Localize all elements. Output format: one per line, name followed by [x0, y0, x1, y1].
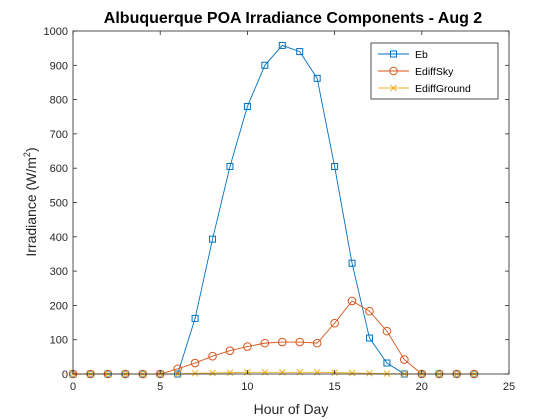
data-point-eb — [383, 359, 391, 367]
x-axis-ticks: 0 5 10 15 20 25 — [70, 31, 515, 393]
data-point-eb — [313, 74, 321, 82]
data-point-ediffsky — [330, 318, 339, 328]
data-point-ediffground-stroke-b — [348, 369, 356, 377]
data-point-ediffground-stroke-b — [209, 369, 216, 377]
legend-entry-ediffsky: EdiffSky — [378, 66, 454, 78]
y-tick-label: 1000 — [44, 26, 68, 38]
data-point-ediffground — [348, 369, 356, 377]
data-point-eb — [278, 41, 286, 49]
legend-marker-ediffsky — [389, 66, 398, 76]
data-point-ediffsky — [225, 346, 235, 355]
legend-entry-ediffground: EdiffGround — [378, 83, 471, 95]
data-point-ediffsky — [365, 306, 374, 316]
y-axis-label: Irradiance (W/m2) — [22, 147, 39, 256]
data-point-eb — [348, 259, 356, 267]
data-point-eb — [261, 61, 269, 69]
data-point-eb — [331, 162, 339, 170]
y-tick-label: 500 — [50, 198, 68, 210]
data-point-ediffsky — [347, 296, 357, 306]
y-axis-label-superscript: 2 — [22, 152, 32, 157]
data-point-eb — [243, 102, 251, 110]
legend-entry-eb: Eb — [378, 49, 428, 61]
data-point-ediffsky — [243, 342, 252, 351]
legend-label-ediffground: EdiffGround — [415, 83, 471, 95]
y-tick-label: 600 — [50, 163, 68, 175]
chart-title: Albuquerque POA Irradiance Components - … — [104, 10, 483, 27]
y-tick-label: 0 — [62, 369, 68, 381]
data-point-ediffground-stroke-b — [226, 369, 234, 376]
data-point-eb — [296, 48, 304, 56]
y-tick-label: 800 — [50, 95, 68, 107]
data-point-ediffsky — [400, 355, 409, 364]
data-point-ediffsky — [173, 364, 182, 374]
data-point-ediffground — [191, 369, 199, 377]
legend: Eb EdiffSky EdiffGround — [370, 42, 499, 100]
y-tick-label: 300 — [50, 266, 68, 278]
legend-label-ediffsky: EdiffSky — [415, 66, 454, 78]
data-point-ediffground-stroke-b — [366, 369, 373, 377]
data-point-ediffsky — [277, 337, 287, 347]
y-tick-label: 700 — [50, 129, 68, 141]
y-tick-label: 900 — [50, 60, 68, 72]
data-point-ediffground — [209, 369, 216, 377]
x-tick-label: 20 — [416, 381, 428, 393]
x-tick-label: 5 — [157, 381, 163, 393]
y-axis-label-main: Irradiance (W/m — [23, 157, 39, 257]
y-axis-ticks: 0 100 200 300 400 500 600 700 800 900 1000 — [44, 26, 509, 381]
y-tick-label: 100 — [50, 335, 68, 347]
legend-marker-ediffground-stroke-b — [390, 84, 397, 92]
data-point-ediffsky — [190, 358, 200, 368]
data-point-ediffground-stroke-b — [191, 369, 199, 377]
data-point-eb — [191, 314, 199, 322]
data-point-ediffground — [226, 369, 234, 376]
data-point-ediffsky — [260, 338, 270, 348]
y-axis-label-close: ) — [23, 147, 39, 152]
x-tick-label: 0 — [70, 381, 76, 393]
legend-marker-ediffground — [390, 84, 397, 92]
legend-marker-eb — [390, 50, 397, 58]
data-point-eb — [365, 334, 373, 342]
x-axis-label: Hour of Day — [254, 401, 329, 417]
data-point-eb — [209, 235, 217, 243]
data-point-ediffground — [366, 369, 373, 377]
x-tick-label: 15 — [328, 381, 340, 393]
y-tick-label: 200 — [50, 300, 68, 312]
data-point-ediffsky — [312, 338, 322, 348]
y-tick-label: 400 — [50, 232, 68, 244]
data-point-eb — [226, 162, 234, 170]
data-point-ediffsky — [382, 326, 392, 336]
data-point-ediffsky — [208, 351, 217, 361]
legend-label-eb: Eb — [415, 49, 428, 61]
x-tick-label: 10 — [241, 381, 253, 393]
data-point-ediffsky — [295, 337, 305, 347]
x-tick-label: 25 — [503, 381, 515, 393]
